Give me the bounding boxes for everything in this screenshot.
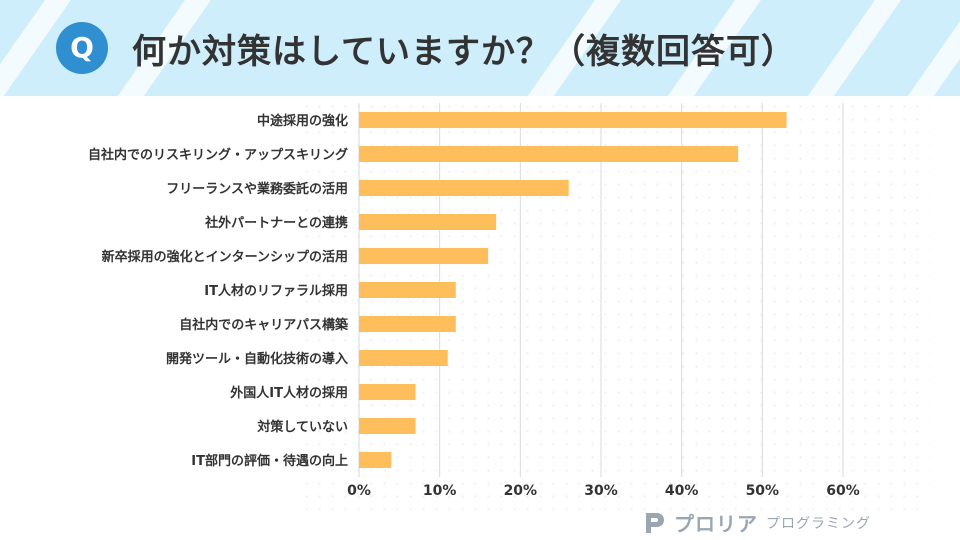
- category-label-2: フリーランスや業務委託の活用: [166, 181, 348, 197]
- logo-mark-icon: [646, 512, 664, 533]
- bar-8: [359, 384, 416, 400]
- category-label-7: 開発ツール・自動化技術の導入: [166, 351, 348, 367]
- plot-background: [300, 100, 930, 510]
- tick-label-60: 60%: [826, 483, 860, 499]
- brand-logo: プロリア プログラミング: [642, 508, 871, 537]
- category-label-6: 自社内でのキャリアパス構築: [179, 317, 349, 333]
- bar-7: [359, 350, 448, 366]
- bar-5: [359, 282, 456, 298]
- logo-subtitle: プログラミング: [766, 515, 871, 532]
- category-label-8: 外国人IT人材の採用: [229, 385, 348, 401]
- bar-10: [359, 452, 392, 468]
- category-label-4: 新卒採用の強化とインターンシップの活用: [102, 249, 348, 265]
- tick-label-20: 20%: [504, 483, 538, 499]
- tick-label-50: 50%: [746, 483, 780, 499]
- tick-label-0: 0%: [347, 483, 371, 499]
- tick-label-10: 10%: [423, 483, 457, 499]
- header-banner: Q 何か対策はしていますか？（複数回答可）: [0, 0, 960, 96]
- tick-label-30: 30%: [584, 483, 618, 499]
- bar-0: [359, 112, 787, 128]
- page-title: 何か対策はしていますか？（複数回答可）: [132, 32, 796, 72]
- category-label-5: IT人材のリファラル採用: [204, 283, 348, 299]
- logo-name: プロリア: [674, 512, 758, 536]
- category-label-3: 社外パートナーとの連携: [204, 215, 348, 231]
- question-badge-icon: Q: [56, 22, 108, 74]
- category-label-1: 自社内でのリスキリング・アップスキリング: [88, 147, 348, 163]
- tick-label-40: 40%: [665, 483, 699, 499]
- category-label-9: 対策していない: [256, 419, 348, 435]
- bar-1: [359, 146, 739, 162]
- bar-9: [359, 418, 416, 434]
- category-label-0: 中途採用の強化: [257, 113, 348, 129]
- bar-2: [359, 180, 569, 196]
- bar-3: [359, 214, 497, 230]
- category-label-10: IT部門の評価・待遇の向上: [191, 453, 348, 469]
- bar-6: [359, 316, 456, 332]
- bar-4: [359, 248, 489, 264]
